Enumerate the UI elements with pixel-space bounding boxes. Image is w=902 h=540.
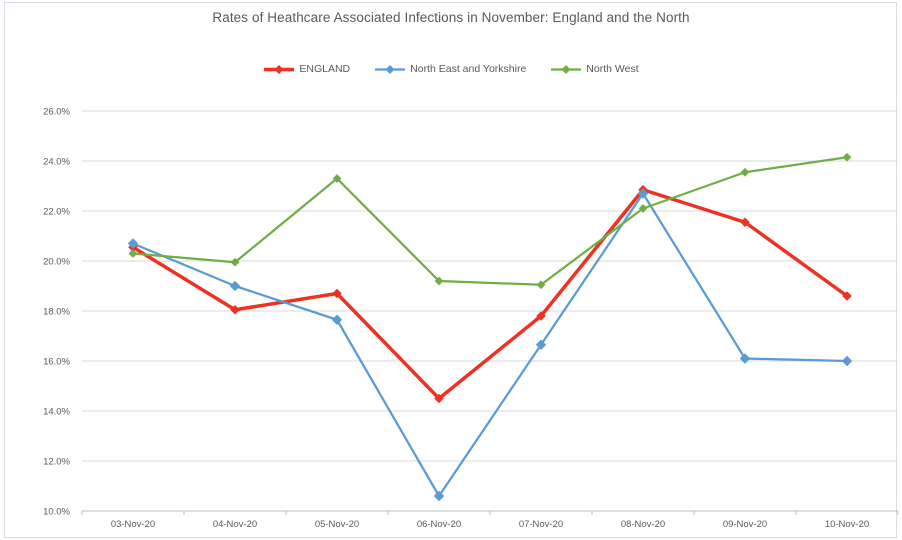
data-point-marker-north-east-and-yorkshire bbox=[637, 188, 649, 199]
data-point-marker-north-west bbox=[740, 167, 750, 177]
data-point-marker-england bbox=[434, 393, 444, 404]
legend-marker-north-east-and-yorkshire bbox=[375, 64, 406, 74]
legend-diamond-icon bbox=[274, 64, 284, 74]
y-axis-label: 16.0% bbox=[43, 357, 70, 368]
legend-diamond-icon bbox=[561, 64, 571, 74]
data-point-marker-north-east-and-yorkshire bbox=[127, 238, 139, 249]
data-point-marker-north-east-and-yorkshire bbox=[739, 353, 751, 364]
data-point-marker-north-west bbox=[128, 249, 138, 258]
series-england bbox=[128, 184, 852, 404]
data-point-marker-north-west bbox=[332, 174, 342, 183]
y-axis-label: 10.0% bbox=[43, 507, 70, 518]
legend-diamond-icon bbox=[385, 64, 395, 74]
data-point-marker-england bbox=[842, 291, 852, 301]
series-north-west bbox=[128, 152, 852, 290]
data-point-marker-north-east-and-yorkshire bbox=[229, 280, 241, 292]
legend-label-north-west: North West bbox=[586, 63, 639, 75]
series-line-north-east-and-yorkshire bbox=[131, 192, 849, 498]
legend-marker-north-west bbox=[551, 64, 582, 74]
x-axis-label: 07-Nov-20 bbox=[519, 519, 563, 530]
x-axis-label: 04-Nov-20 bbox=[213, 519, 257, 530]
legend-item-north-east-and-yorkshire: North East and Yorkshire bbox=[374, 63, 526, 75]
y-axis-label: 26.0% bbox=[43, 107, 70, 118]
data-point-marker-north-west bbox=[842, 152, 852, 162]
series-line-england bbox=[131, 188, 849, 401]
chart-title: Rates of Heathcare Associated Infections… bbox=[212, 10, 690, 25]
data-point-marker-north-west bbox=[536, 280, 546, 290]
y-axis-label: 18.0% bbox=[43, 307, 70, 318]
legend-item-north-west: North West bbox=[550, 63, 639, 75]
data-point-marker-north-east-and-yorkshire bbox=[331, 314, 343, 325]
data-point-marker-north-east-and-yorkshire bbox=[841, 355, 853, 367]
data-point-marker-england bbox=[740, 217, 750, 228]
data-point-marker-north-east-and-yorkshire bbox=[535, 339, 547, 350]
x-axis-label: 10-Nov-20 bbox=[825, 519, 869, 530]
data-point-marker-england bbox=[332, 288, 342, 299]
x-axis-label: 03-Nov-20 bbox=[111, 519, 155, 530]
data-point-marker-england bbox=[230, 304, 240, 315]
x-axis-label: 08-Nov-20 bbox=[621, 519, 665, 530]
x-axis-label: 05-Nov-20 bbox=[315, 519, 359, 530]
y-axis-label: 24.0% bbox=[43, 157, 70, 168]
y-axis-label: 20.0% bbox=[43, 257, 70, 268]
data-point-marker-north-west bbox=[434, 276, 444, 286]
y-axis-label: 22.0% bbox=[43, 207, 70, 218]
legend-label-england: ENGLAND bbox=[299, 63, 351, 75]
data-point-marker-north-west bbox=[638, 204, 648, 213]
y-axis-label: 14.0% bbox=[43, 407, 70, 418]
series-north-east-and-yorkshire bbox=[127, 188, 853, 502]
x-axis-label: 06-Nov-20 bbox=[417, 519, 461, 530]
legend-item-england: ENGLAND bbox=[263, 63, 350, 75]
data-point-marker-north-east-and-yorkshire bbox=[433, 490, 445, 502]
series-line-north-west bbox=[131, 156, 849, 286]
x-axis-label: 09-Nov-20 bbox=[723, 519, 767, 530]
data-point-marker-england bbox=[536, 311, 546, 321]
legend-label-north-east-and-yorkshire: North East and Yorkshire bbox=[410, 63, 527, 75]
legend-marker-england bbox=[264, 64, 295, 74]
y-axis-label: 12.0% bbox=[43, 457, 70, 468]
chart-legend: ENGLAND North East and Yorkshire North W… bbox=[0, 63, 902, 75]
data-point-marker-north-west bbox=[230, 257, 240, 267]
